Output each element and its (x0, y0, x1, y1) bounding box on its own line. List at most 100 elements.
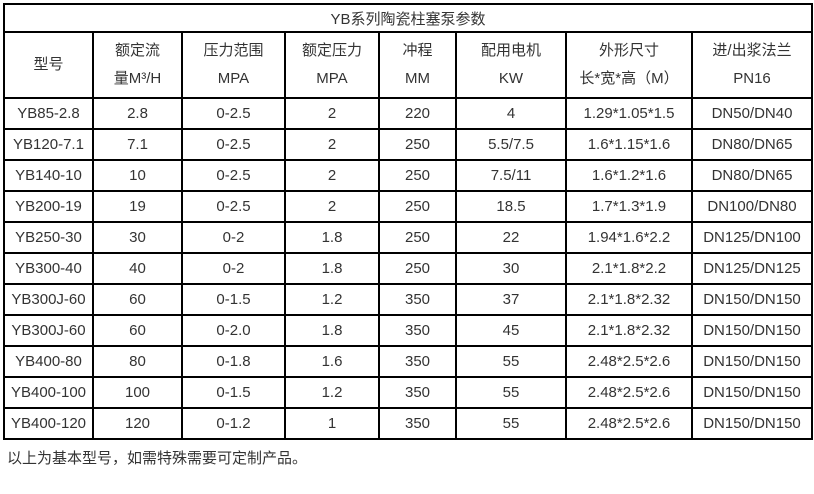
table-row: YB400-120 120 0-1.2 1 350 55 2.48*2.5*2.6 DN150… (3, 407, 814, 440)
column-header-line2: MM (405, 70, 430, 87)
column-header-line2: MPA (217, 70, 250, 87)
table-cell: 1.6 (284, 345, 380, 378)
table-cell: 2 (284, 159, 380, 192)
table-cell: 2.48*2.5*2.6 (565, 345, 693, 378)
table-cell: 55 (455, 345, 567, 378)
table-cell: 0-2.5 (181, 190, 286, 223)
table-body: YB85-2.8 2.8 0-2.5 2 220 4 1.29*1.05*1.5 DN50/D… (3, 97, 814, 440)
table-row: YB400-100 100 0-1.5 1.2 350 55 2.48*2.5*2.6 DN1… (3, 376, 814, 409)
table-header-row: 型号 额定流 量M³/H 压力范围 MPA 额定压力 MPA 冲程 MM 配用电机 KW (3, 31, 814, 99)
table-cell: 1.29*1.05*1.5 (565, 97, 693, 130)
column-header-line1: 冲程 (402, 42, 433, 59)
table-cell: 30 (455, 252, 567, 285)
table-cell: 0-2 (181, 221, 286, 254)
table-cell: 7.1 (92, 128, 183, 161)
table-cell: 18.5 (455, 190, 567, 223)
table-cell: 350 (378, 376, 457, 409)
cell-model: YB140-10 (3, 159, 94, 192)
table-title-row: YB系列陶瓷柱塞泵参数 (2, 3, 814, 33)
table-cell: 30 (92, 221, 183, 254)
table-cell: DN100/DN80 (690, 190, 814, 223)
table-cell: 350 (378, 283, 457, 316)
table-cell: 100 (92, 376, 183, 409)
column-header-line2: PN16 (733, 70, 771, 87)
table-cell: 1.8 (284, 221, 380, 254)
cell-model: YB300J-60 (3, 314, 94, 347)
table-cell: 120 (92, 407, 183, 440)
table-cell: 2.8 (92, 97, 183, 130)
table-row: YB400-80 80 0-1.8 1.6 350 55 2.48*2.5*2.6 DN150… (3, 345, 814, 378)
table-cell: 40 (92, 252, 183, 285)
table-row: YB120-7.1 7.1 0-2.5 2 250 5.5/7.5 1.6*1.15*1.6… (3, 128, 814, 161)
table-cell: 22 (455, 221, 567, 254)
table-cell: 0-1.5 (181, 376, 286, 409)
table-cell: 0-2 (181, 252, 286, 285)
table-cell: 1.2 (284, 376, 380, 409)
table-cell: 37 (455, 283, 567, 316)
table-row: YB200-19 19 0-2.5 2 250 18.5 1.7*1.3*1.9 DN100/… (3, 190, 814, 223)
column-header-dimensions: 外形尺寸 长*宽*高（M） (565, 31, 693, 99)
column-header-line1: 外形尺寸 (598, 42, 659, 59)
table-row: YB300J-60 60 0-2.0 1.8 350 45 2.1*1.8*2.32 DN15… (3, 314, 814, 347)
table-cell: 1.94*1.6*2.2 (565, 221, 693, 254)
table-cell: 2 (284, 190, 380, 223)
column-header-rated-pressure: 额定压力 MPA (284, 31, 380, 99)
table-cell: 350 (378, 345, 457, 378)
table-row: YB250-30 30 0-2 1.8 250 22 1.94*1.6*2.2 DN125/D… (3, 221, 814, 254)
table-cell: 1 (284, 407, 380, 440)
table-cell: 250 (378, 252, 457, 285)
table-cell: 80 (92, 345, 183, 378)
table-cell: 1.2 (284, 283, 380, 316)
table-row: YB300J-60 60 0-1.5 1.2 350 37 2.1*1.8*2.32 DN15… (3, 283, 814, 316)
table-cell: 0-2.5 (181, 97, 286, 130)
table-cell: 2.48*2.5*2.6 (565, 407, 693, 440)
footer-note: 以上为基本型号，如需特殊需要可定制产品。 (7, 450, 308, 467)
table-row: YB140-10 10 0-2.5 2 250 7.5/11 1.6*1.2*1.6 DN80… (3, 159, 814, 192)
column-header-flange: 进/出浆法兰 PN16 (690, 31, 814, 99)
column-header-line2: KW (498, 70, 524, 87)
table-cell: DN80/DN65 (690, 128, 814, 161)
cell-model: YB400-120 (3, 407, 94, 440)
column-header-rated-flow: 额定流 量M³/H (92, 31, 183, 99)
column-header-pressure-range: 压力范围 MPA (181, 31, 286, 99)
table-cell: DN150/DN150 (690, 407, 814, 440)
table-cell: 0-2.5 (181, 159, 286, 192)
table-cell: 45 (455, 314, 567, 347)
column-header-line2: MPA (316, 70, 348, 87)
table-cell: DN125/DN125 (690, 252, 814, 285)
table-cell: 220 (378, 97, 457, 130)
table-cell: 250 (378, 190, 457, 223)
table-cell: 19 (92, 190, 183, 223)
table-cell: 0-1.5 (181, 283, 286, 316)
table-cell: 2 (284, 128, 380, 161)
table-cell: 2.1*1.8*2.32 (565, 283, 693, 316)
table-cell: 2.1*1.8*2.32 (565, 314, 693, 347)
table-cell: 2 (284, 97, 380, 130)
table-cell: 60 (92, 283, 183, 316)
table-cell: 2.48*2.5*2.6 (565, 376, 693, 409)
column-header-model: 型号 (3, 31, 94, 99)
column-header-line1: 配用电机 (480, 42, 541, 59)
table-cell: 55 (455, 376, 567, 409)
table-title: YB系列陶瓷柱塞泵参数 (2, 3, 814, 33)
table-cell: 1.6*1.2*1.6 (565, 159, 693, 192)
column-header-line1: 额定压力 (301, 42, 362, 59)
table-cell: 1.7*1.3*1.9 (565, 190, 693, 223)
table-cell: 0-1.8 (181, 345, 286, 378)
column-header-stroke: 冲程 MM (378, 31, 457, 99)
table-cell: 0-1.2 (181, 407, 286, 440)
table-cell: 350 (378, 314, 457, 347)
column-header-motor: 配用电机 KW (455, 31, 567, 99)
table-cell: 10 (92, 159, 183, 192)
column-header-line1: 进/出浆法兰 (712, 42, 792, 59)
table-cell: 0-2.0 (181, 314, 286, 347)
table-cell: 5.5/7.5 (455, 128, 567, 161)
table-cell: 1.6*1.15*1.6 (565, 128, 693, 161)
table-cell: 2.1*1.8*2.2 (565, 252, 693, 285)
table-cell: DN150/DN150 (690, 314, 814, 347)
column-header-line1: 压力范围 (203, 42, 264, 59)
cell-model: YB250-30 (3, 221, 94, 254)
table-cell: 4 (455, 97, 567, 130)
table-cell: 55 (455, 407, 567, 440)
table-cell: 0-2.5 (181, 128, 286, 161)
